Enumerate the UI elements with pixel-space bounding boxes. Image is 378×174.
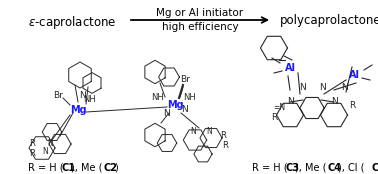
Text: R: R	[349, 101, 355, 109]
Text: ), Me (: ), Me (	[71, 163, 102, 173]
Text: Mg or Al initiator: Mg or Al initiator	[156, 8, 243, 18]
Text: C1: C1	[61, 163, 75, 173]
Text: N: N	[42, 148, 48, 156]
Text: ), Me (: ), Me (	[295, 163, 327, 173]
Text: N: N	[80, 90, 87, 100]
Text: C5: C5	[371, 163, 378, 173]
Text: Mg: Mg	[167, 100, 183, 110]
Text: N: N	[181, 105, 188, 114]
Text: NH: NH	[184, 93, 197, 101]
Text: N: N	[299, 84, 305, 93]
Text: R = H (: R = H (	[28, 163, 64, 173]
Text: C2: C2	[104, 163, 118, 173]
Text: polycaprolactone: polycaprolactone	[280, 14, 378, 27]
Text: N: N	[164, 109, 170, 117]
Text: Al: Al	[349, 70, 359, 80]
Text: NH: NH	[84, 96, 96, 105]
Text: R: R	[271, 113, 277, 122]
Text: Mg: Mg	[70, 105, 86, 115]
Text: $\it{ε}$-caprolactone: $\it{ε}$-caprolactone	[28, 14, 116, 31]
Text: R: R	[29, 139, 35, 148]
Text: R: R	[220, 130, 226, 140]
Text: ): )	[114, 163, 118, 173]
Text: N: N	[190, 128, 196, 136]
Text: Br: Br	[180, 76, 190, 85]
Text: ), Cl (: ), Cl (	[338, 163, 364, 173]
Text: N: N	[331, 97, 338, 105]
Text: C4: C4	[328, 163, 342, 173]
Text: =N: =N	[273, 102, 285, 112]
Text: C3: C3	[285, 163, 299, 173]
Text: R: R	[222, 140, 228, 149]
Text: N: N	[319, 84, 325, 93]
Text: Al: Al	[285, 63, 296, 73]
Text: R = H (: R = H (	[252, 163, 288, 173]
Text: NH: NH	[150, 93, 163, 101]
Text: N: N	[206, 128, 212, 136]
Text: N: N	[341, 84, 347, 93]
Text: N: N	[287, 97, 293, 105]
Text: N: N	[47, 140, 53, 148]
Text: high efficiency: high efficiency	[162, 22, 238, 32]
Text: R: R	[29, 148, 35, 157]
Text: Br: Br	[53, 90, 63, 100]
